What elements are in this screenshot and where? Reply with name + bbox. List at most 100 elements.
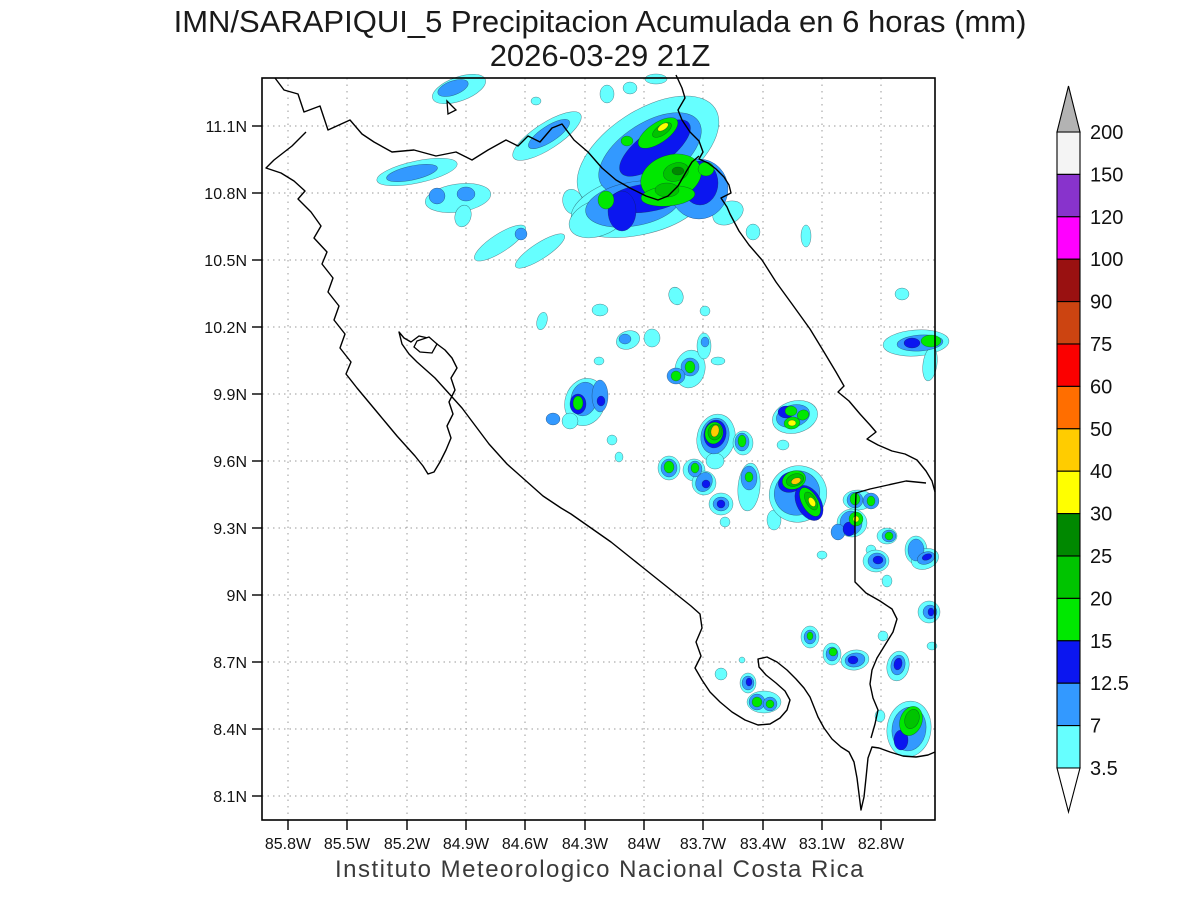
precip-cell-15mm <box>744 471 754 483</box>
chart-title: IMN/SARAPIQUI_5 Precipitacion Acumulada … <box>173 4 1027 39</box>
precip-cell-3.5mm <box>593 356 605 366</box>
precip-cell-12.5mm <box>893 657 903 671</box>
precip-cell-15mm <box>806 631 814 641</box>
precip-cell-7mm <box>437 79 469 97</box>
precip-cell-40mm <box>790 477 802 485</box>
precip-cell-3.5mm <box>644 73 668 85</box>
colorbar-label: 50 <box>1090 419 1112 441</box>
precip-cell-12.5mm <box>745 677 753 687</box>
precip-cell-3.5mm <box>699 305 711 317</box>
precip-cell-3.5mm <box>719 516 731 528</box>
colorbar-segment <box>1056 640 1081 684</box>
precip-cell-12.5mm <box>872 555 884 565</box>
precip-cell-3.5mm <box>643 328 661 348</box>
colorbar-segment <box>1056 343 1081 387</box>
precip-cell-3.5mm <box>816 550 828 560</box>
precip-cell-12.5mm <box>607 190 637 232</box>
colorbar-label: 150 <box>1090 164 1123 186</box>
colorbar-segment <box>1056 725 1081 769</box>
precip-cell-3.5mm <box>776 439 790 451</box>
precip-cell-3.5mm <box>894 287 910 301</box>
precip-cell-15mm <box>920 334 942 348</box>
precip-cell-3.5mm <box>614 451 624 463</box>
colorbar-segment <box>1056 301 1081 345</box>
precip-cell-3.5mm <box>800 224 812 248</box>
lon-tick-label: 85.5W <box>324 836 371 853</box>
precip-cell-3.5mm <box>591 303 609 317</box>
precip-cell-3.5mm <box>474 224 526 262</box>
precip-cell-3.5mm <box>599 84 615 104</box>
precip-cell-12.5mm <box>701 479 711 489</box>
colorbar-label: 120 <box>1090 207 1123 229</box>
precip-cell-12.5mm <box>596 395 606 407</box>
colorbar-segment <box>1056 385 1081 430</box>
precip-cell-30mm <box>787 419 797 427</box>
precip-cell-15mm <box>684 360 696 374</box>
precip-cell-15mm <box>620 135 634 147</box>
precip-cell-3.5mm <box>536 311 548 331</box>
colorbar-label: 25 <box>1090 546 1112 568</box>
precip-cell-30mm <box>852 515 860 523</box>
precip-cell-3.5mm <box>515 233 565 269</box>
precip-cell-15mm <box>572 395 584 411</box>
precip-cell-20mm <box>654 182 680 198</box>
precip-cell-15mm <box>866 495 876 507</box>
precip-cell-15mm <box>737 434 747 448</box>
coastline-pacific <box>265 131 936 811</box>
lon-tick-label: 84.6W <box>502 836 549 853</box>
precip-cell-7mm <box>514 227 528 241</box>
chart-subtitle-datetime: 2026-03-29 21Z <box>489 38 711 73</box>
precip-cell-30mm <box>657 122 669 132</box>
footer-attribution: Instituto Meteorologico Nacional Costa R… <box>334 856 866 883</box>
lat-tick-label: 9N <box>227 588 247 605</box>
coastline-caribbean <box>675 74 936 493</box>
precip-cell-3.5mm <box>622 81 638 95</box>
precip-cell-7mm <box>700 336 710 348</box>
precip-cell-12.5mm <box>921 553 933 561</box>
precip-cell-7mm <box>545 412 561 426</box>
colorbar-label: 90 <box>1090 292 1112 314</box>
colorbar-label: 7 <box>1090 716 1101 738</box>
colorbar-label: 15 <box>1090 631 1112 653</box>
colorbar-segment <box>1056 428 1081 472</box>
precip-cell-3.5mm <box>705 452 725 470</box>
precip-cell-15mm <box>751 696 763 708</box>
lon-tick-label: 84W <box>628 836 662 853</box>
island-outline <box>413 336 438 354</box>
precip-cell-15mm <box>884 531 894 541</box>
precip-cell-3.5mm <box>881 574 893 588</box>
precip-cell-3.5mm <box>606 434 618 446</box>
colorbar-segment <box>1056 216 1081 260</box>
lat-tick-label: 11.1N <box>205 119 247 136</box>
precip-cell-15mm <box>796 409 810 421</box>
precip-cell-7mm <box>386 164 438 182</box>
lon-tick-label: 83.1W <box>799 836 846 853</box>
precip-cell-15mm <box>828 647 838 657</box>
colorbar-label: 12.5 <box>1090 673 1129 695</box>
colorbar-label: 40 <box>1090 461 1112 483</box>
precip-cell-30mm <box>808 497 816 507</box>
lon-tick-label: 83.4W <box>740 836 787 853</box>
precip-cell-12.5mm <box>716 499 726 509</box>
precip-cell-15mm <box>663 460 675 474</box>
colorbar-label: 20 <box>1090 588 1112 610</box>
lon-tick-label: 83.7W <box>680 836 727 853</box>
precip-cell-7mm <box>428 187 446 205</box>
precip-cell-15mm <box>670 370 682 382</box>
precip-cell-12.5mm <box>927 607 935 617</box>
precip-cell-15mm <box>784 405 798 417</box>
lat-tick-label: 10.5N <box>204 253 247 270</box>
colorbar-segment <box>1056 258 1081 303</box>
lat-tick-label: 8.4N <box>213 722 247 739</box>
lat-tick-label: 10.8N <box>204 186 247 203</box>
lat-tick-label: 8.7N <box>213 655 247 672</box>
colorbar-label: 3.5 <box>1090 758 1118 780</box>
coastline-panama-border <box>854 480 927 739</box>
colorbar-segment <box>1056 513 1081 557</box>
precip-cell-20mm <box>904 709 920 729</box>
map-frame <box>261 77 936 821</box>
colorbar-label: 75 <box>1090 334 1112 356</box>
precip-cell-12.5mm <box>847 655 859 665</box>
lon-tick-label: 84.3W <box>562 836 609 853</box>
